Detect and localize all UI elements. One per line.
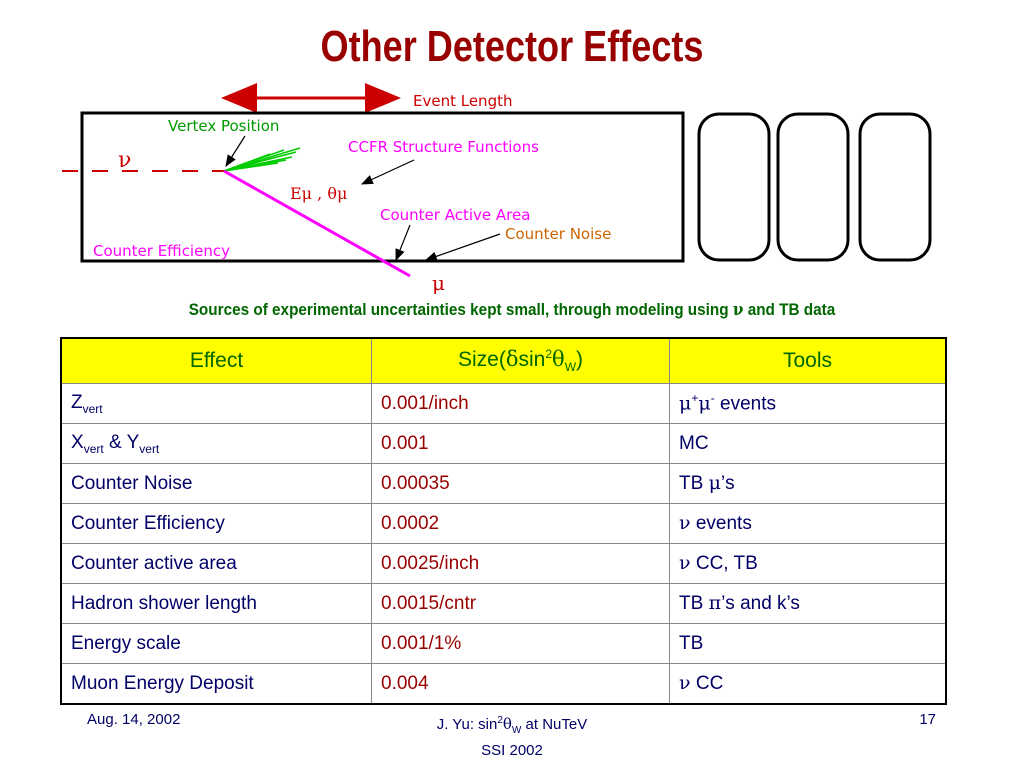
slide-subtitle: Sources of experimental uncertainties ke… <box>188 300 836 320</box>
effect-cell: Zvert <box>60 383 372 424</box>
table-row: Counter Efficiency 0.0002 ν events <box>60 503 947 544</box>
detector-module-2 <box>776 112 850 262</box>
header-size: Size(δsin2θW) <box>371 337 670 384</box>
table-row: Energy scale 0.001/1% TB <box>60 623 947 664</box>
size-cell: 0.0002 <box>371 503 670 544</box>
table-row: Muon Energy Deposit 0.004 ν CC <box>60 663 947 705</box>
slide-title: Other Detector Effects <box>320 22 704 71</box>
effect-cell: Hadron shower length <box>60 583 372 624</box>
counter-noise-arrow <box>424 233 501 261</box>
counter-active-area-arrow <box>395 224 411 262</box>
effect-cell: Counter Noise <box>60 463 372 504</box>
table-row: Hadron shower length 0.0015/cntr TB π’s … <box>60 583 947 624</box>
muon-track <box>223 169 411 278</box>
effects-table: Effect Size(δsin2θW) Tools Zvert 0.001/i… <box>60 337 947 705</box>
vertex-position-label: Vertex Position <box>168 117 279 135</box>
size-cell: 0.001/1% <box>371 623 670 664</box>
muon-symbol: μ <box>432 271 445 295</box>
counter-noise-label: Counter Noise <box>505 225 611 243</box>
effect-cell: Energy scale <box>60 623 372 664</box>
detector-module-1 <box>697 112 771 262</box>
tools-cell: ν CC <box>669 663 947 705</box>
table-row: Zvert 0.001/inch μ+μ- events <box>60 383 947 424</box>
ccfr-structure-functions-label: CCFR Structure Functions <box>348 138 539 156</box>
vertex-position-arrow <box>225 135 246 168</box>
counter-active-area-label: Counter Active Area <box>380 206 530 224</box>
size-cell: 0.0025/inch <box>371 543 670 584</box>
detector-diagram: Event Length ν μ Vertex Position CCFR St… <box>62 83 932 295</box>
tools-cell: TB μ’s <box>669 463 947 504</box>
tools-cell: TB π’s and k’s <box>669 583 947 624</box>
size-cell: 0.001 <box>371 423 670 464</box>
counter-efficiency-label: Counter Efficiency <box>93 242 230 260</box>
tools-cell: μ+μ- events <box>669 383 947 424</box>
footer-center-line2: SSI 2002 <box>481 742 543 759</box>
ccfr-arrow <box>360 159 415 185</box>
effect-cell: Muon Energy Deposit <box>60 663 372 705</box>
e-mu-theta-mu-label: Eμ , θμ <box>290 184 347 203</box>
size-cell: 0.004 <box>371 663 670 705</box>
event-length-label: Event Length <box>413 92 512 110</box>
footer-date: Aug. 14, 2002 <box>87 711 181 728</box>
size-cell: 0.00035 <box>371 463 670 504</box>
size-cell: 0.001/inch <box>371 383 670 424</box>
footer-page-number: 17 <box>919 711 936 728</box>
tools-cell: MC <box>669 423 947 464</box>
tools-cell: ν CC, TB <box>669 543 947 584</box>
header-effect: Effect <box>60 337 372 384</box>
table-row: Xvert & Yvert 0.001 MC <box>60 423 947 464</box>
effect-cell: Xvert & Yvert <box>60 423 372 464</box>
detector-module-3 <box>858 112 932 262</box>
tools-cell: TB <box>669 623 947 664</box>
footer-center: J. Yu: sin2θW at NuTeV SSI 2002 <box>412 711 612 761</box>
table-header-row: Effect Size(δsin2θW) Tools <box>60 337 947 384</box>
header-tools: Tools <box>669 337 947 384</box>
neutrino-symbol: ν <box>118 148 131 173</box>
tools-cell: ν events <box>669 503 947 544</box>
effect-cell: Counter Efficiency <box>60 503 372 544</box>
effect-cell: Counter active area <box>60 543 372 584</box>
hadron-shower <box>223 147 301 172</box>
footer-center-line1: J. Yu: sin2θW at NuTeV <box>436 715 588 736</box>
size-cell: 0.0015/cntr <box>371 583 670 624</box>
table-row: Counter Noise 0.00035 TB μ’s <box>60 463 947 504</box>
table-row: Counter active area 0.0025/inch ν CC, TB <box>60 543 947 584</box>
